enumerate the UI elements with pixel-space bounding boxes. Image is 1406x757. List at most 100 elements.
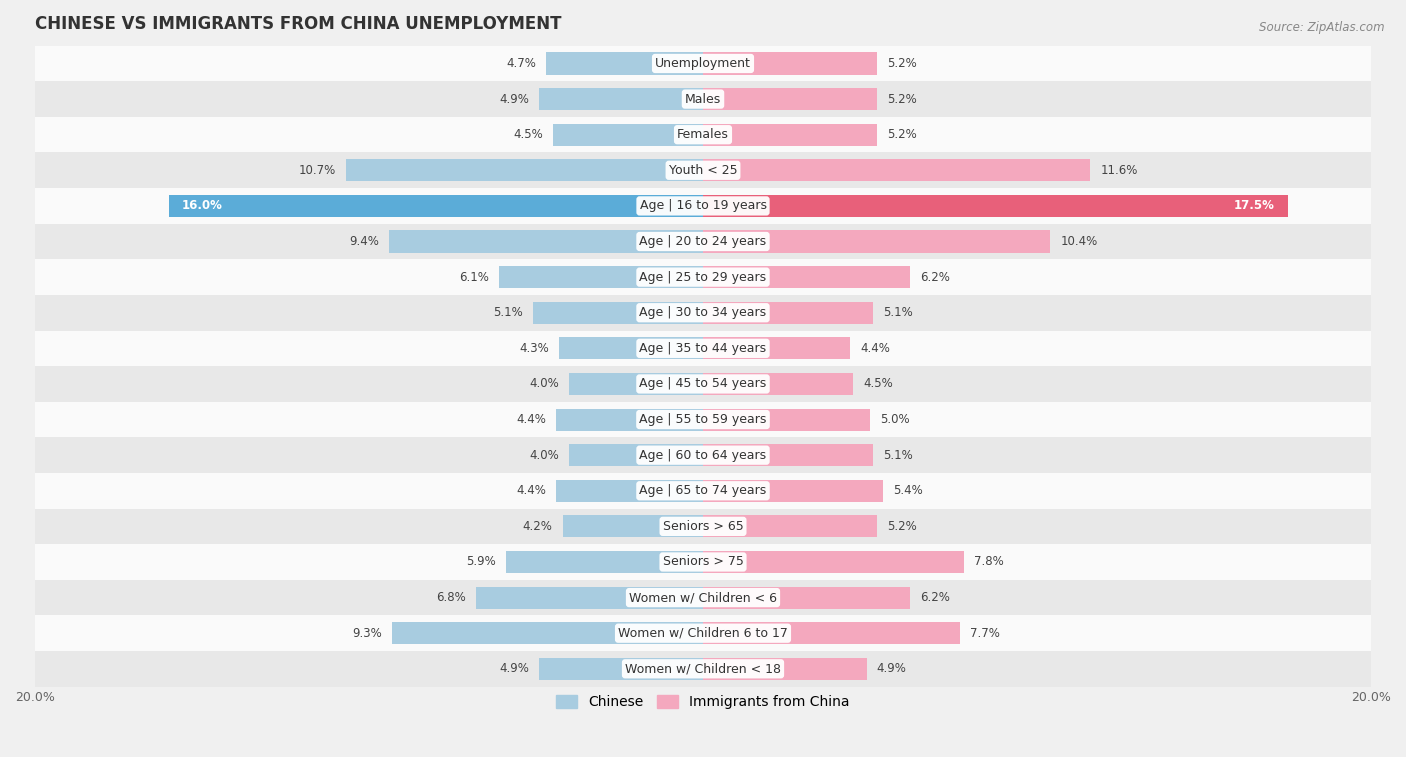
Text: 4.4%: 4.4% [516, 484, 546, 497]
Bar [555, 480, 703, 502]
Bar [703, 338, 851, 360]
Text: Women w/ Children < 18: Women w/ Children < 18 [626, 662, 780, 675]
Bar [703, 373, 853, 395]
Text: Age | 25 to 29 years: Age | 25 to 29 years [640, 270, 766, 284]
Text: 10.4%: 10.4% [1060, 235, 1098, 248]
Bar [389, 230, 703, 253]
Bar [169, 195, 703, 217]
Bar [533, 302, 703, 324]
Bar [35, 509, 1371, 544]
Bar [569, 373, 703, 395]
Bar [35, 224, 1371, 260]
Bar [703, 516, 877, 537]
Bar [560, 338, 703, 360]
Text: Age | 60 to 64 years: Age | 60 to 64 years [640, 449, 766, 462]
Bar [703, 551, 963, 573]
Text: 4.7%: 4.7% [506, 57, 536, 70]
Text: 4.0%: 4.0% [530, 378, 560, 391]
Text: Age | 30 to 34 years: Age | 30 to 34 years [640, 307, 766, 319]
Legend: Chinese, Immigrants from China: Chinese, Immigrants from China [551, 690, 855, 715]
Text: Males: Males [685, 92, 721, 105]
Text: 9.3%: 9.3% [353, 627, 382, 640]
Bar [703, 480, 883, 502]
Bar [703, 266, 910, 288]
Bar [35, 188, 1371, 224]
Bar [35, 366, 1371, 402]
Bar [703, 587, 910, 609]
Bar [35, 544, 1371, 580]
Text: Seniors > 65: Seniors > 65 [662, 520, 744, 533]
Text: Women w/ Children 6 to 17: Women w/ Children 6 to 17 [619, 627, 787, 640]
Bar [703, 302, 873, 324]
Bar [35, 45, 1371, 81]
Text: 6.8%: 6.8% [436, 591, 465, 604]
Text: 5.0%: 5.0% [880, 413, 910, 426]
Bar [703, 658, 866, 680]
Bar [392, 622, 703, 644]
Bar [35, 473, 1371, 509]
Text: 5.1%: 5.1% [883, 449, 912, 462]
Text: CHINESE VS IMMIGRANTS FROM CHINA UNEMPLOYMENT: CHINESE VS IMMIGRANTS FROM CHINA UNEMPLO… [35, 15, 561, 33]
Text: 7.7%: 7.7% [970, 627, 1000, 640]
Text: 4.9%: 4.9% [499, 92, 529, 105]
Bar [703, 195, 1288, 217]
Bar [35, 580, 1371, 615]
Bar [562, 516, 703, 537]
Text: 4.0%: 4.0% [530, 449, 560, 462]
Bar [35, 615, 1371, 651]
Text: 6.2%: 6.2% [920, 270, 950, 284]
Bar [703, 159, 1091, 182]
Bar [346, 159, 703, 182]
Bar [703, 230, 1050, 253]
Text: Age | 20 to 24 years: Age | 20 to 24 years [640, 235, 766, 248]
Text: Women w/ Children < 6: Women w/ Children < 6 [628, 591, 778, 604]
Text: 5.2%: 5.2% [887, 128, 917, 142]
Bar [506, 551, 703, 573]
Text: 6.1%: 6.1% [460, 270, 489, 284]
Bar [703, 88, 877, 110]
Text: 9.4%: 9.4% [349, 235, 380, 248]
Text: Unemployment: Unemployment [655, 57, 751, 70]
Bar [553, 123, 703, 146]
Text: 16.0%: 16.0% [181, 199, 222, 213]
Bar [35, 438, 1371, 473]
Text: Age | 45 to 54 years: Age | 45 to 54 years [640, 378, 766, 391]
Text: 6.2%: 6.2% [920, 591, 950, 604]
Bar [540, 658, 703, 680]
Text: Age | 65 to 74 years: Age | 65 to 74 years [640, 484, 766, 497]
Bar [569, 444, 703, 466]
Text: 4.2%: 4.2% [523, 520, 553, 533]
Text: 11.6%: 11.6% [1101, 164, 1137, 177]
Text: 17.5%: 17.5% [1233, 199, 1274, 213]
Text: 5.9%: 5.9% [467, 556, 496, 569]
Bar [499, 266, 703, 288]
Text: 4.4%: 4.4% [860, 342, 890, 355]
Text: 5.1%: 5.1% [494, 307, 523, 319]
Text: Age | 16 to 19 years: Age | 16 to 19 years [640, 199, 766, 213]
Text: Source: ZipAtlas.com: Source: ZipAtlas.com [1260, 21, 1385, 34]
Text: Youth < 25: Youth < 25 [669, 164, 737, 177]
Text: 4.5%: 4.5% [513, 128, 543, 142]
Text: 5.2%: 5.2% [887, 57, 917, 70]
Text: 5.2%: 5.2% [887, 92, 917, 105]
Text: 5.1%: 5.1% [883, 307, 912, 319]
Bar [35, 295, 1371, 331]
Bar [35, 117, 1371, 152]
Text: Age | 55 to 59 years: Age | 55 to 59 years [640, 413, 766, 426]
Bar [540, 88, 703, 110]
Bar [35, 152, 1371, 188]
Text: 4.5%: 4.5% [863, 378, 893, 391]
Text: Age | 35 to 44 years: Age | 35 to 44 years [640, 342, 766, 355]
Bar [35, 402, 1371, 438]
Bar [703, 409, 870, 431]
Text: 4.4%: 4.4% [516, 413, 546, 426]
Bar [703, 52, 877, 74]
Text: Females: Females [678, 128, 728, 142]
Text: 4.9%: 4.9% [499, 662, 529, 675]
Bar [555, 409, 703, 431]
Text: 5.4%: 5.4% [893, 484, 924, 497]
Text: 4.9%: 4.9% [877, 662, 907, 675]
Text: 4.3%: 4.3% [520, 342, 550, 355]
Bar [703, 444, 873, 466]
Bar [703, 622, 960, 644]
